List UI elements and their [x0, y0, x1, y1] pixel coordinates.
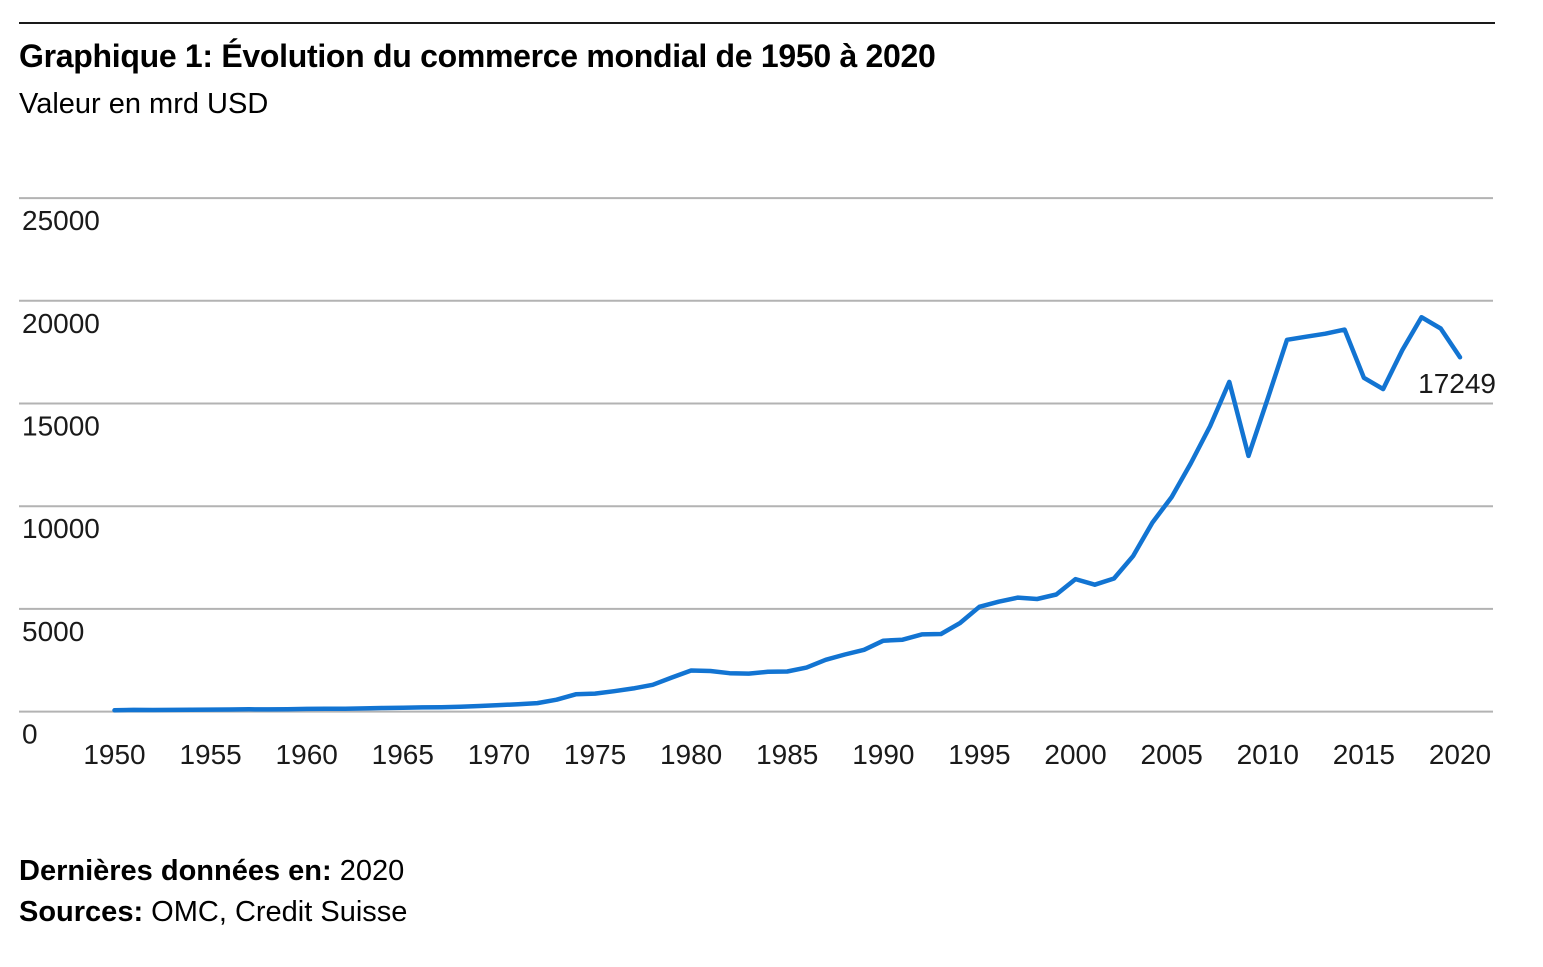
x-tick-label: 1985 — [756, 739, 818, 770]
chart-footer: Dernières données en: 2020 Sources: OMC,… — [19, 851, 407, 933]
last-data-label: Dernières données en: — [19, 855, 332, 887]
x-tick-label: 1960 — [276, 739, 338, 770]
last-data-line: Dernières données en: 2020 — [19, 851, 407, 892]
y-tick-label: 5000 — [22, 616, 84, 647]
y-tick-label: 0 — [22, 719, 38, 750]
x-tick-label: 1950 — [83, 739, 145, 770]
x-tick-label: 1995 — [948, 739, 1010, 770]
sources-value: OMC, Credit Suisse — [151, 896, 408, 928]
x-tick-label: 1990 — [852, 739, 914, 770]
sources-line: Sources: OMC, Credit Suisse — [19, 892, 407, 933]
chart-title: Graphique 1: Évolution du commerce mondi… — [19, 38, 936, 74]
x-tick-label: 1975 — [564, 739, 626, 770]
y-tick-label: 10000 — [22, 513, 100, 544]
end-value-label: 17249 — [1418, 368, 1496, 399]
x-tick-label: 1965 — [372, 739, 434, 770]
y-tick-label: 25000 — [22, 205, 100, 236]
x-tick-label: 2010 — [1237, 739, 1299, 770]
x-tick-label: 1955 — [179, 739, 241, 770]
trade-line — [112, 314, 1463, 713]
last-data-value: 2020 — [339, 855, 405, 887]
chart-subtitle: Valeur en mrd USD — [19, 88, 269, 120]
x-tick-label: 2005 — [1141, 739, 1203, 770]
x-tick-label: 2015 — [1333, 739, 1395, 770]
x-tick-label: 1980 — [660, 739, 722, 770]
x-tick-label: 2000 — [1044, 739, 1106, 770]
x-tick-label: 2020 — [1429, 739, 1491, 770]
y-tick-label: 15000 — [22, 411, 100, 442]
x-tick-label: 1970 — [468, 739, 530, 770]
y-tick-label: 20000 — [22, 308, 100, 339]
sources-label: Sources: — [19, 896, 144, 928]
top-rule — [19, 22, 1495, 24]
